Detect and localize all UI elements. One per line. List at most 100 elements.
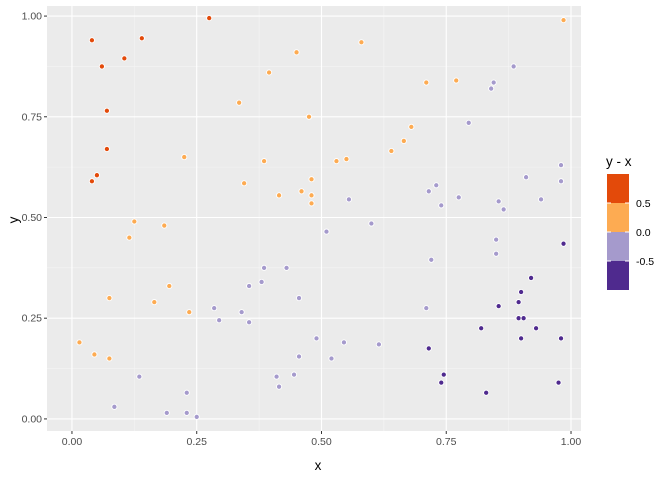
data-point (488, 85, 495, 92)
data-point (308, 200, 315, 207)
data-point (216, 317, 223, 324)
y-tick-label: 0.50 (22, 212, 43, 224)
x-tick-label: 0.75 (436, 436, 457, 448)
data-point (103, 107, 110, 114)
data-point (400, 137, 407, 145)
data-point (557, 178, 565, 185)
data-point (126, 234, 133, 241)
legend-swatch (607, 203, 629, 232)
minor-gridlines (47, 6, 581, 431)
data-point (388, 147, 395, 155)
data-point (290, 371, 298, 378)
data-point (425, 188, 432, 195)
legend-swatch (607, 174, 629, 203)
data-point (238, 309, 245, 316)
data-point (76, 339, 83, 346)
data-point (295, 295, 303, 302)
y-axis: 0.00 0.25 0.50 0.75 1.00 (22, 11, 47, 425)
data-point (163, 409, 170, 416)
legend-break-label: -0.5 (636, 256, 654, 268)
data-point (358, 39, 365, 46)
legend-title: y - x (606, 154, 632, 169)
data-point (193, 413, 200, 420)
legend-swatch (607, 232, 629, 261)
plot-panel (47, 6, 581, 431)
data-point (533, 325, 540, 332)
data-point (478, 325, 485, 332)
data-point (91, 351, 98, 358)
data-point (206, 15, 213, 22)
legend-break-label: 0.0 (636, 227, 651, 239)
data-point (408, 123, 415, 130)
data-point (276, 192, 283, 199)
y-tick-label: 0.25 (22, 313, 43, 325)
data-point (181, 154, 188, 161)
data-point (161, 222, 168, 229)
data-point (340, 339, 347, 346)
data-point (293, 49, 300, 56)
data-point (308, 192, 315, 199)
data-point (106, 355, 113, 362)
data-point (510, 63, 517, 70)
x-axis: 0.00 0.25 0.50 0.75 1.00 (62, 431, 582, 448)
data-point (138, 35, 145, 42)
data-point (313, 335, 320, 342)
data-point (438, 202, 445, 209)
data-point (261, 158, 268, 165)
data-point (455, 194, 462, 201)
data-point (345, 196, 352, 203)
y-axis-title: y (6, 216, 21, 223)
data-point (131, 218, 138, 225)
data-point (246, 319, 253, 326)
legend-swatch (607, 261, 629, 290)
data-point (343, 156, 350, 163)
data-point (186, 309, 193, 316)
data-point (305, 113, 313, 120)
data-point (98, 63, 105, 70)
data-point (121, 55, 128, 62)
legend-colorbar (607, 174, 629, 290)
major-gridlines (47, 6, 581, 431)
data-point (183, 409, 190, 416)
data-point (493, 236, 500, 243)
data-point (440, 371, 447, 378)
data-point (483, 389, 490, 396)
data-point (258, 278, 265, 285)
data-point (333, 158, 340, 165)
data-point (490, 79, 497, 86)
data-point (500, 206, 507, 213)
data-point (557, 162, 565, 169)
x-tick-label: 0.50 (311, 436, 332, 448)
y-tick-label: 1.00 (22, 11, 43, 23)
data-point (538, 196, 545, 203)
data-point (111, 403, 118, 410)
data-point (495, 303, 502, 310)
legend-labels: 0.5 0.0 -0.5 (636, 198, 654, 268)
y-tick-label: 0.75 (22, 111, 43, 123)
data-point (493, 250, 500, 257)
data-point (515, 315, 522, 322)
x-tick-label: 1.00 (561, 436, 582, 448)
data-point (106, 295, 113, 302)
data-point (103, 145, 110, 153)
data-point (295, 353, 303, 360)
data-point (308, 176, 315, 183)
x-tick-label: 0.25 (187, 436, 208, 448)
data-point (266, 69, 273, 76)
data-point (151, 299, 158, 306)
data-point (453, 77, 460, 84)
data-point (495, 198, 502, 205)
x-axis-title: x (315, 458, 322, 473)
x-tick-label: 0.00 (62, 436, 83, 448)
data-point (88, 37, 95, 44)
data-point (236, 99, 243, 106)
legend-break-label: 0.5 (636, 198, 651, 210)
data-point (425, 345, 432, 352)
data-point (428, 256, 435, 263)
legend: y - x 0.5 0.0 -0.5 (606, 154, 654, 290)
data-point (283, 264, 290, 271)
data-point (183, 389, 190, 396)
data-point (211, 305, 218, 312)
data-point (518, 335, 525, 342)
